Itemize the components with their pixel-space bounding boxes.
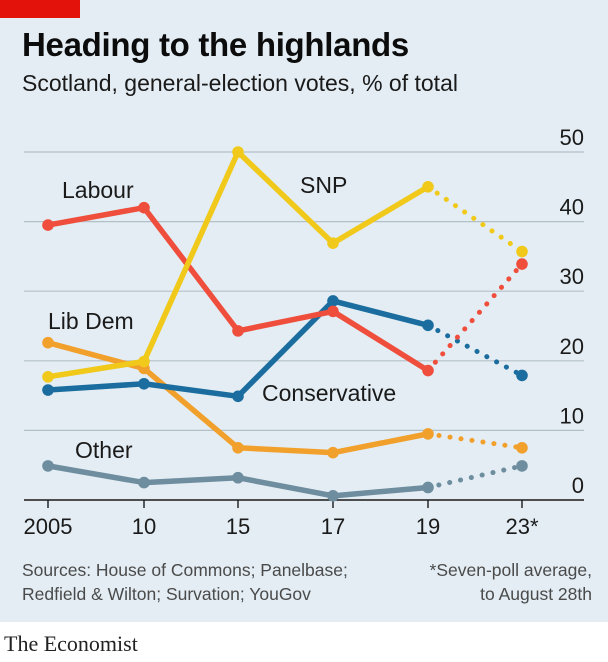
snp-point — [42, 371, 54, 383]
x-tick-label: 23* — [505, 514, 538, 539]
labour-point — [42, 219, 54, 231]
footnote: *Seven-poll average, to August 28th — [430, 558, 592, 606]
y-tick-label: 50 — [560, 125, 584, 150]
lib-dem-point — [232, 442, 244, 454]
snp-point — [138, 355, 150, 368]
lib-dem-point — [422, 428, 434, 440]
conservative-point — [138, 377, 150, 390]
x-tick-label: 2005 — [24, 514, 73, 539]
source-note: Sources: House of Commons; Panelbase; Re… — [22, 558, 348, 606]
labour-projected-line — [425, 261, 525, 374]
labour-point — [232, 325, 244, 337]
snp-label: SNP — [300, 172, 347, 198]
source-line-1: Sources: House of Commons; Panelbase; — [22, 560, 348, 580]
chart-panel — [0, 0, 608, 622]
x-tick-label: 19 — [416, 514, 440, 539]
conservative-label: Conservative — [262, 380, 396, 406]
other-point — [422, 481, 434, 494]
x-tick-label: 15 — [226, 514, 250, 539]
y-tick-label: 40 — [560, 195, 584, 220]
conservative-point — [422, 319, 434, 332]
other-point — [232, 471, 244, 484]
other-point — [327, 490, 339, 502]
y-tick-label: 0 — [572, 473, 584, 498]
lib-dem-point — [516, 442, 528, 454]
line-chart: 0 10 20 30 40 50 2005 10 15 17 19 23* Other Lib Dem Co… — [24, 125, 584, 539]
lib-dem-label: Lib Dem — [48, 308, 134, 334]
x-tick-label: 10 — [132, 514, 156, 539]
labour-point — [138, 201, 150, 214]
other-point — [516, 460, 528, 472]
snp-point — [422, 181, 434, 193]
chart-subtitle: Scotland, general-election votes, % of t… — [22, 70, 458, 96]
y-tick-label: 10 — [560, 403, 584, 428]
conservative-point — [516, 369, 528, 382]
labour-line — [45, 204, 431, 374]
snp-projected-line — [425, 184, 525, 255]
x-tick-label: 17 — [321, 514, 345, 539]
other-projected-line — [425, 463, 525, 490]
footnote-line-2: to August 28th — [480, 584, 592, 604]
conservative-point — [327, 295, 339, 307]
source-line-2: Redfield & Wilton; Survation; YouGov — [22, 584, 311, 604]
footnote-line-1: *Seven-poll average, — [429, 560, 592, 580]
snp-point — [232, 146, 244, 158]
brand-red-tag — [0, 0, 80, 18]
lib-dem-point — [42, 336, 54, 349]
labour-point — [422, 364, 434, 377]
labour-point — [516, 258, 528, 270]
other-label: Other — [75, 437, 133, 463]
other-point — [138, 476, 150, 489]
conservative-point — [232, 390, 244, 403]
conservative-point — [42, 384, 54, 396]
economist-logo: The Economist — [4, 631, 138, 656]
chart-title: Heading to the highlands — [22, 26, 409, 63]
other-point — [42, 460, 54, 472]
labour-label: Labour — [62, 177, 134, 203]
conservative-projected-line — [425, 322, 525, 378]
snp-point — [516, 245, 528, 258]
y-tick-label: 20 — [560, 334, 584, 359]
labour-point — [327, 305, 339, 318]
y-tick-label: 30 — [560, 264, 584, 289]
lib-dem-projected-line — [425, 431, 525, 451]
lib-dem-point — [327, 446, 339, 459]
snp-point — [327, 237, 339, 249]
